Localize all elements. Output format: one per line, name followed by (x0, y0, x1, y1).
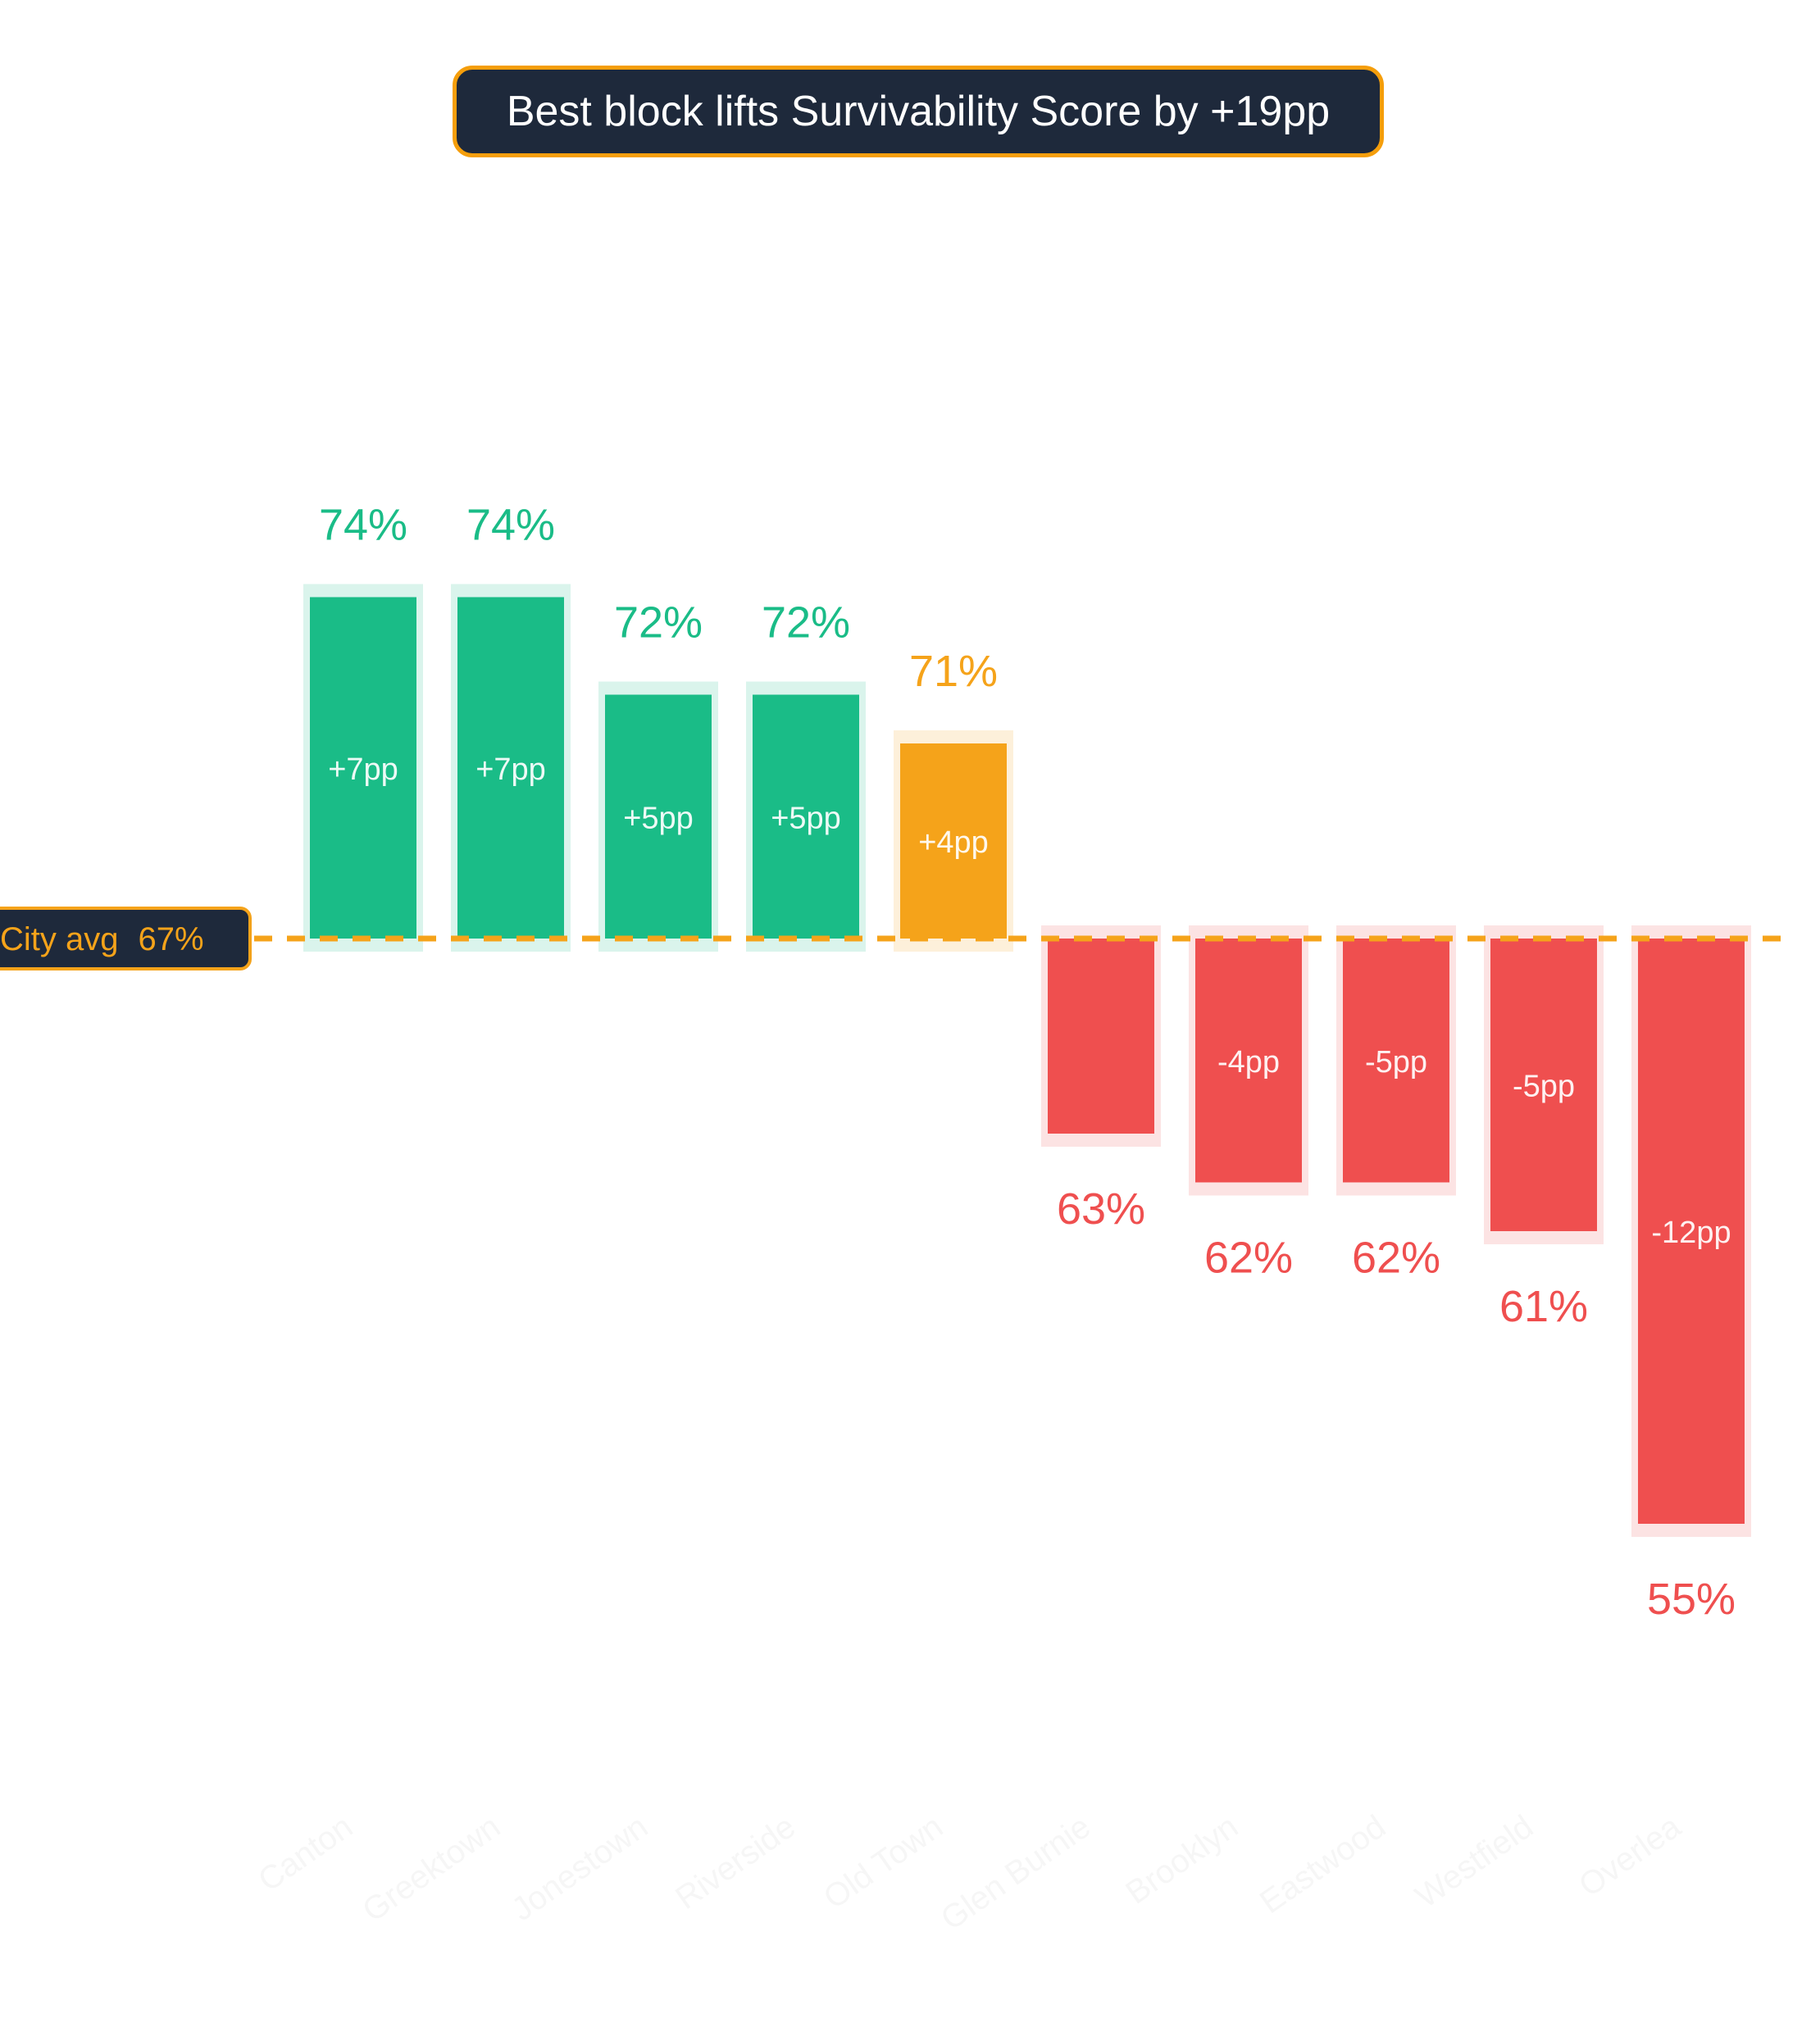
category-label: Westfield (1409, 1808, 1540, 1915)
value-label: 71% (909, 647, 998, 696)
delta-label: +5pp (623, 801, 694, 835)
bar (310, 597, 416, 939)
delta-label: +7pp (475, 752, 546, 787)
value-label: 74% (466, 501, 555, 550)
bar (1195, 939, 1302, 1183)
value-label: 55% (1647, 1575, 1736, 1624)
delta-label: -12pp (1651, 1216, 1731, 1250)
value-label: 63% (1057, 1184, 1145, 1234)
value-label: 62% (1352, 1234, 1440, 1283)
category-label: Glen Burnie (935, 1808, 1097, 1937)
value-label: 61% (1499, 1282, 1588, 1331)
value-label: 62% (1204, 1234, 1293, 1283)
category-label: Old Town (817, 1808, 949, 1916)
category-label: Greektown (356, 1808, 507, 1929)
category-label: Eastwood (1254, 1808, 1392, 1921)
bar (1048, 939, 1154, 1134)
value-label: 72% (614, 598, 703, 648)
delta-label: -5pp (1513, 1070, 1575, 1104)
bar (605, 694, 712, 939)
category-label: Riverside (669, 1808, 802, 1916)
delta-label: -5pp (1365, 1045, 1427, 1080)
city-average-label-box (0, 907, 252, 970)
bar (900, 743, 1007, 939)
delta-label: +4pp (918, 825, 989, 860)
bar (457, 597, 564, 939)
bar (1490, 939, 1597, 1231)
bar (1638, 939, 1745, 1524)
value-label: 74% (319, 501, 407, 550)
value-label: 72% (762, 598, 850, 648)
delta-label: +5pp (771, 801, 841, 835)
category-label: Jonestown (505, 1808, 654, 1928)
bar (1343, 939, 1449, 1183)
city-average-name: City avg (0, 921, 119, 957)
delta-label: +7pp (328, 752, 398, 787)
category-label: Overlea (1572, 1808, 1688, 1904)
bar (753, 694, 859, 939)
category-label: Brooklyn (1119, 1808, 1244, 1911)
category-label: Canton (252, 1808, 359, 1898)
city-average-label: City avg 67% (0, 921, 204, 957)
city-average-value: 67% (139, 921, 204, 957)
delta-label: -4pp (1217, 1045, 1280, 1080)
chart-title: Best block lifts Survivability Score by … (453, 66, 1384, 157)
bars-layer (303, 584, 1751, 1537)
reference-line-layer: City avg 67% (0, 907, 1787, 970)
